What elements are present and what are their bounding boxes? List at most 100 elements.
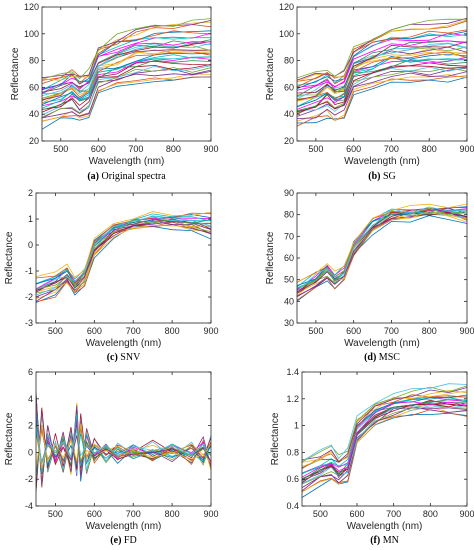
series-line xyxy=(42,57,211,107)
y-tick-label: 0.6 xyxy=(286,474,299,484)
y-tick-label: 20 xyxy=(29,136,39,146)
series-line xyxy=(42,76,211,130)
x-tick-label: 600 xyxy=(91,144,106,154)
series-line xyxy=(302,394,467,469)
y-tick-label: 80 xyxy=(284,210,294,220)
panel-caption: (d) MSC xyxy=(364,352,400,363)
panel-c: 500 600 700 800 900 -3 -2 -1 0 1 2 Wavelength (nm) R… xyxy=(4,188,219,363)
series-group xyxy=(36,211,211,303)
y-tick-label: 60 xyxy=(29,82,39,92)
series-line xyxy=(42,67,211,118)
series-line xyxy=(36,212,211,285)
y-axis-label: Reflectance xyxy=(4,412,15,465)
x-tick-label: 700 xyxy=(126,509,141,519)
series-line xyxy=(297,215,467,302)
y-tick-label: -3 xyxy=(25,318,33,328)
x-tick-label: 800 xyxy=(422,144,437,154)
series-line xyxy=(297,210,467,296)
series-line xyxy=(36,218,211,291)
panel-caption: (a) Original spectra xyxy=(87,171,166,182)
panel-b: 500 600 700 800 900 20 40 60 80 100 120 Wavelength … xyxy=(265,2,474,182)
axes-box xyxy=(41,6,212,142)
series-line xyxy=(36,428,211,465)
panel-caption: (f) MN xyxy=(370,535,399,546)
x-tick-label: 700 xyxy=(386,509,401,519)
x-tick-label: 800 xyxy=(165,509,180,519)
series-line xyxy=(297,56,467,110)
series-line xyxy=(302,406,467,492)
series-line xyxy=(297,40,467,97)
series-line xyxy=(297,67,467,114)
series-line xyxy=(297,65,467,115)
series-line xyxy=(36,431,211,463)
x-tick-label: 500 xyxy=(308,144,323,154)
series-line xyxy=(36,216,211,291)
series-line xyxy=(297,208,467,291)
y-tick-label: 50 xyxy=(284,275,294,285)
y-tick-label: 100 xyxy=(24,29,39,39)
axes-box xyxy=(35,371,212,507)
series-line xyxy=(42,21,211,81)
x-tick-label: 900 xyxy=(203,509,218,519)
series-line xyxy=(302,405,467,483)
x-tick-label: 800 xyxy=(166,144,181,154)
y-tick-label: 1 xyxy=(294,421,299,431)
y-tick-label: 80 xyxy=(284,56,294,66)
series-line xyxy=(302,390,467,467)
series-line xyxy=(297,18,467,79)
series-line xyxy=(36,219,211,290)
x-tick-label: 700 xyxy=(384,144,399,154)
y-tick-label: 40 xyxy=(29,109,39,119)
series-line xyxy=(36,220,211,294)
y-axis-label: Reflectance xyxy=(10,47,21,100)
series-line xyxy=(297,66,467,112)
x-tick-label: 700 xyxy=(128,144,143,154)
series-line xyxy=(297,33,467,86)
x-tick-label: 900 xyxy=(459,144,474,154)
y-axis-label: Reflectance xyxy=(265,47,276,100)
x-axis-label: Wavelength (nm) xyxy=(86,521,162,532)
series-line xyxy=(42,18,211,80)
panel-caption: (c) SNV xyxy=(107,352,141,363)
y-tick-label: 1.2 xyxy=(286,394,299,404)
x-axis-label: Wavelength (nm) xyxy=(86,338,162,349)
x-tick-label: 900 xyxy=(459,326,474,336)
y-tick-label: 0.4 xyxy=(286,501,299,511)
series-line xyxy=(36,211,211,278)
series-line xyxy=(297,211,467,301)
series-line xyxy=(42,43,211,94)
y-tick-label: -2 xyxy=(25,292,33,302)
series-line xyxy=(42,64,211,113)
x-tick-label: 500 xyxy=(313,509,328,519)
series-line xyxy=(36,427,211,464)
y-tick-label: 100 xyxy=(279,29,294,39)
panel-f: 500 600 700 800 900 0.4 0.6 0.8 1 1.2 1.4 Wavelengt… xyxy=(270,367,474,546)
series-line xyxy=(42,24,211,84)
series-line xyxy=(42,54,211,109)
series-group xyxy=(42,18,211,130)
series-line xyxy=(297,207,467,289)
x-tick-label: 600 xyxy=(349,509,364,519)
series-line xyxy=(297,46,467,101)
series-group xyxy=(302,383,467,498)
y-tick-label: 0 xyxy=(28,240,33,250)
series-line xyxy=(302,387,467,463)
x-tick-label: 600 xyxy=(87,509,102,519)
y-tick-label: 30 xyxy=(284,318,294,328)
x-tick-label: 900 xyxy=(203,144,218,154)
x-tick-label: 900 xyxy=(459,509,474,519)
series-line xyxy=(36,223,211,298)
series-line xyxy=(297,207,467,293)
series-line xyxy=(297,51,467,102)
series-line xyxy=(42,56,211,104)
y-axis-label: Reflectance xyxy=(265,231,276,284)
y-tick-label: 20 xyxy=(284,136,294,146)
y-tick-label: 70 xyxy=(284,231,294,241)
y-tick-label: 120 xyxy=(279,2,294,12)
x-axis-label: Wavelength (nm) xyxy=(344,338,420,349)
series-line xyxy=(36,395,211,488)
series-line xyxy=(42,65,211,116)
x-tick-label: 700 xyxy=(384,326,399,336)
panel-d: 500 600 700 800 900 30 40 50 60 70 80 90 Wavelength … xyxy=(265,188,474,363)
panel-a: 500 600 700 800 900 20 40 60 80 100 120 Wavelength … xyxy=(10,2,219,182)
